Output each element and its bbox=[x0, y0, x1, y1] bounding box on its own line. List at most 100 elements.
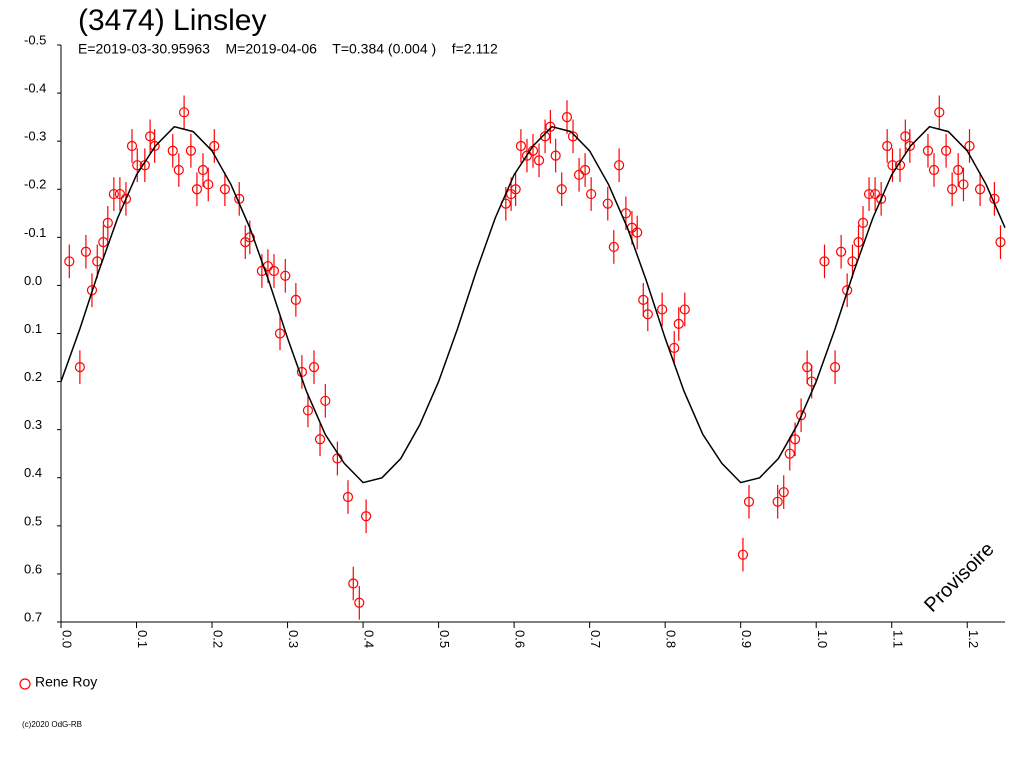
x-tick-label: 0.5 bbox=[437, 630, 452, 648]
data-point bbox=[795, 410, 807, 421]
y-tick-label: -0.3 bbox=[24, 129, 46, 144]
data-point bbox=[149, 140, 160, 152]
data-point bbox=[314, 434, 326, 445]
data-point bbox=[274, 328, 286, 339]
data-point bbox=[922, 145, 934, 156]
data-point bbox=[947, 184, 958, 195]
y-tick-label: 0.5 bbox=[24, 513, 42, 528]
data-point bbox=[556, 184, 567, 195]
data-point bbox=[580, 164, 591, 176]
data-point bbox=[533, 155, 545, 166]
data-point bbox=[853, 237, 864, 248]
x-tick-label: 1.0 bbox=[815, 630, 830, 648]
data-point bbox=[974, 184, 986, 195]
data-point bbox=[539, 131, 551, 142]
data-point bbox=[953, 164, 964, 176]
x-tick-label: 1.1 bbox=[890, 630, 905, 648]
chart-title: (3474) Linsley bbox=[78, 4, 266, 37]
data-point bbox=[842, 285, 853, 296]
data-point bbox=[887, 160, 898, 171]
data-point bbox=[139, 160, 150, 171]
data-point bbox=[673, 318, 684, 329]
y-tick-label: -0.2 bbox=[24, 177, 46, 192]
data-point bbox=[669, 342, 680, 354]
data-point bbox=[657, 304, 668, 315]
legend-label: Rene Roy bbox=[35, 674, 97, 690]
data-point bbox=[928, 164, 940, 176]
data-point bbox=[191, 184, 203, 195]
data-point bbox=[995, 237, 1006, 248]
data-point bbox=[772, 496, 783, 507]
data-point bbox=[608, 241, 619, 253]
data-point bbox=[829, 362, 841, 373]
data-point bbox=[64, 256, 75, 267]
legend-marker bbox=[19, 678, 31, 690]
data-point bbox=[934, 107, 945, 118]
data-point bbox=[586, 188, 597, 200]
data-point bbox=[102, 217, 113, 229]
data-point bbox=[819, 256, 830, 267]
x-tick-label: 0.3 bbox=[286, 630, 301, 648]
data-point bbox=[778, 487, 789, 498]
data-point bbox=[882, 140, 893, 152]
data-point bbox=[197, 164, 209, 176]
data-point bbox=[679, 304, 690, 315]
data-point bbox=[737, 549, 749, 560]
data-point bbox=[958, 179, 969, 190]
data-point bbox=[219, 184, 230, 195]
data-point bbox=[126, 140, 138, 152]
data-point bbox=[98, 237, 109, 248]
data-point bbox=[940, 145, 952, 156]
data-point bbox=[602, 198, 613, 209]
x-tick-label: 0.9 bbox=[739, 630, 754, 648]
data-point bbox=[290, 294, 301, 305]
data-point bbox=[173, 164, 184, 176]
annotation: Provisoire bbox=[920, 538, 998, 616]
data-point bbox=[185, 145, 196, 156]
y-tick-label: 0.4 bbox=[24, 465, 42, 480]
x-tick-label: 0.6 bbox=[513, 630, 528, 648]
footer: (c)2020 OdG-RB bbox=[22, 720, 82, 729]
x-tick-label: 0.1 bbox=[135, 630, 150, 648]
data-point bbox=[320, 395, 331, 406]
data-point bbox=[244, 232, 255, 243]
y-tick-label: 0.1 bbox=[24, 321, 42, 336]
data-point bbox=[561, 112, 573, 123]
data-point bbox=[178, 107, 190, 118]
y-tick-label: 0.7 bbox=[24, 609, 42, 624]
data-point bbox=[308, 362, 320, 373]
data-point bbox=[348, 578, 359, 589]
x-tick-label: 0.4 bbox=[362, 630, 377, 648]
data-point bbox=[167, 145, 178, 156]
data-point bbox=[280, 270, 291, 281]
y-tick-label: 0.6 bbox=[24, 561, 42, 576]
data-point bbox=[354, 597, 365, 608]
data-point bbox=[74, 362, 85, 373]
data-point bbox=[857, 217, 869, 229]
data-point bbox=[515, 140, 527, 152]
chart-subtitle: E=2019-03-30.95963 M=2019-04-06 T=0.384 … bbox=[78, 41, 498, 57]
data-point bbox=[789, 434, 801, 445]
data-point bbox=[743, 496, 755, 507]
y-tick-label: 0.2 bbox=[24, 369, 42, 384]
data-point bbox=[302, 405, 314, 416]
data-point bbox=[120, 193, 132, 204]
data-point bbox=[784, 448, 795, 459]
x-tick-label: 0.8 bbox=[664, 630, 679, 648]
data-point bbox=[86, 285, 98, 296]
x-tick-label: 0.7 bbox=[588, 630, 603, 648]
y-tick-label: -0.1 bbox=[24, 225, 46, 240]
y-tick-label: 0.0 bbox=[24, 273, 42, 288]
y-tick-label: 0.3 bbox=[24, 417, 42, 432]
data-point bbox=[642, 309, 653, 320]
data-point bbox=[361, 511, 372, 522]
data-point bbox=[268, 265, 280, 277]
fit-curve bbox=[60, 125, 1006, 484]
data-point bbox=[894, 160, 906, 171]
data-point bbox=[836, 246, 847, 257]
data-point bbox=[80, 246, 92, 257]
data-point bbox=[209, 140, 220, 152]
x-tick-label: 1.2 bbox=[966, 630, 981, 648]
x-tick-label: 0.0 bbox=[60, 630, 75, 648]
